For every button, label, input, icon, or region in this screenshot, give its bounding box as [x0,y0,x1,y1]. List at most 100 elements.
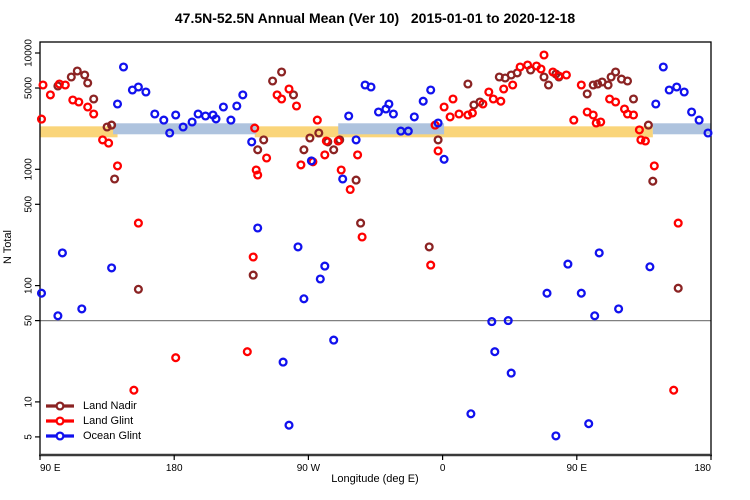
data-point-land-glint [320,150,330,160]
data-point-ocean-glint [238,90,248,100]
data-point-ocean-glint [433,118,443,128]
data-point-ocean-glint [672,82,682,92]
data-point-land-glint [171,353,181,363]
data-point-ocean-glint [384,99,394,109]
data-point-land-glint [478,99,488,109]
data-point-land-glint [445,112,455,122]
data-point-land-glint [467,108,477,118]
data-point-land-glint [611,97,621,107]
data-point-land-nadir [643,120,653,130]
data-point-land-glint [588,110,598,120]
data-point-ocean-glint [133,82,143,92]
ocean-mean-band [113,123,257,135]
data-point-ocean-glint [112,99,123,109]
data-point-land-nadir [593,79,603,89]
data-point-ocean-glint [299,294,309,304]
data-point-ocean-glint [590,311,600,321]
y-tick-label: 10000 [24,39,35,67]
data-point-land-glint [591,118,601,128]
data-point-ocean-glint [490,347,500,357]
data-point-land-glint [649,161,659,171]
data-point-land-glint [426,260,436,270]
data-point-land-nadir [603,80,613,90]
legend-item-ocean-glint: Ocean Glint [44,428,141,443]
data-point-land-glint [262,153,272,163]
data-point-land-glint [634,125,644,135]
data-point-ocean-glint [278,357,288,367]
data-point-land-glint [357,232,367,242]
data-point-land-nadir [463,79,473,89]
data-point-land-nadir [248,270,258,280]
data-point-land-glint [36,114,47,124]
data-point-land-glint [515,62,525,72]
data-point-land-nadir [102,122,112,132]
data-point-land-glint [499,84,509,94]
x-axis-title: Longitude (deg E) [331,473,419,485]
data-point-ocean-glint [687,107,697,117]
x-tick-label: 90 E [567,463,588,474]
data-point-land-nadir [588,80,598,90]
x-tick-label: 180 [166,463,183,474]
data-point-land-nadir [259,135,269,145]
data-point-ocean-glint [418,96,428,106]
plot-border [39,41,712,456]
data-point-ocean-glint [651,99,661,109]
data-point-land-nadir [673,283,683,293]
data-point-land-glint [669,385,679,395]
data-point-land-nadir [110,174,120,184]
data-point-ocean-glint [551,431,561,441]
data-point-land-nadir [648,176,658,186]
data-point-land-glint [463,110,473,120]
data-point-ocean-glint [306,156,316,166]
data-point-land-nadir [133,284,143,294]
data-point-ocean-glint [329,335,339,345]
data-point-ocean-glint [694,115,704,125]
legend-label: Land Glint [83,414,134,427]
data-point-land-glint [536,64,546,74]
data-point-land-nadir [539,72,549,82]
data-point-land-glint [576,80,586,90]
data-point-ocean-glint [373,107,384,117]
data-point-land-nadir [622,76,633,86]
data-point-ocean-glint [253,223,263,233]
data-point-ocean-glint [338,174,348,184]
data-point-ocean-glint [584,419,594,429]
y-tick-label: 50 [24,315,35,327]
data-point-land-nadir [89,94,99,104]
data-point-land-glint [104,138,114,148]
data-point-land-glint [539,50,549,60]
data-point-ocean-glint [284,420,294,430]
data-point-land-nadir [424,242,434,252]
data-point-land-glint [496,96,506,106]
data-point-land-glint [673,218,683,228]
x-tick-label: 90 W [297,463,321,474]
data-point-ocean-glint [439,154,449,164]
data-point-ocean-glint [57,248,67,258]
data-point-land-glint [596,117,606,127]
chart-title: 47.5N-52.5N Annual Mean (Ver 10) 2015-01… [174,10,576,26]
x-tick-label: 90 E [40,463,61,474]
data-point-ocean-glint [218,102,228,112]
data-point-ocean-glint [366,82,376,92]
data-point-ocean-glint [107,263,117,273]
data-point-land-glint [296,160,306,170]
data-point-land-glint [277,94,287,104]
data-point-ocean-glint [320,261,330,271]
data-point-land-glint [454,109,464,119]
data-point-ocean-glint [563,259,573,269]
data-point-ocean-glint [426,85,436,95]
data-point-land-nadir [611,67,621,77]
ocean-mean-band [652,123,711,135]
data-point-ocean-glint [466,409,476,419]
data-point-ocean-glint [118,62,129,72]
data-point-land-glint [60,80,70,90]
data-point-land-glint [523,60,533,70]
legend-marker-icon [46,400,74,411]
data-point-land-glint [548,67,558,77]
data-point-ocean-glint [594,248,604,258]
data-point-land-nadir [329,145,339,155]
data-point-land-glint [488,94,498,104]
data-point-ocean-glint [542,288,552,298]
data-point-land-nadir [582,89,592,99]
